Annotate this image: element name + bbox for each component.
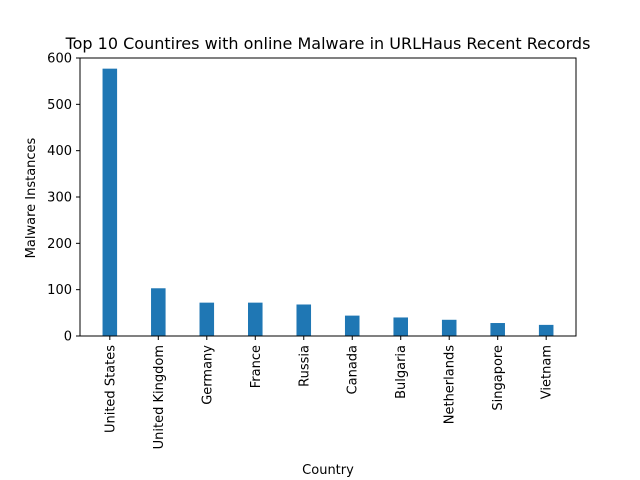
- x-axis-label: Country: [302, 463, 354, 478]
- bar-germany: [199, 302, 215, 336]
- bar-singapore: [490, 323, 505, 336]
- x-tick-label: United Kingdom: [152, 345, 167, 449]
- y-tick-label: 0: [64, 330, 72, 345]
- x-tick-label: Singapore: [491, 345, 506, 411]
- bar-bulgaria: [393, 317, 408, 336]
- x-tick-label: Germany: [200, 345, 215, 405]
- x-axis: United States United Kingdom Germany France…: [103, 336, 555, 449]
- y-tick-label: 100: [47, 283, 72, 298]
- bar-netherlands: [441, 319, 457, 336]
- bars-group: [102, 68, 554, 336]
- bar-vietnam: [538, 324, 554, 336]
- bar-russia: [296, 304, 312, 336]
- x-tick-label: Netherlands: [443, 345, 458, 424]
- x-tick-label: Bulgaria: [394, 345, 409, 399]
- x-tick-label: Vietnam: [540, 345, 555, 399]
- chart-title: Top 10 Countires with online Malware in …: [65, 34, 591, 53]
- x-tick-label: France: [249, 345, 264, 388]
- bar-france: [248, 302, 263, 336]
- y-tick-label: 600: [47, 52, 72, 67]
- y-axis: 0 100 200 300 400 500 600: [47, 52, 80, 345]
- bar-canada: [344, 315, 360, 336]
- y-tick-label: 400: [47, 144, 72, 159]
- x-tick-label: Canada: [346, 345, 361, 394]
- y-axis-label: Malware Instances: [24, 137, 39, 258]
- y-tick-label: 300: [47, 191, 72, 206]
- y-tick-label: 200: [47, 237, 72, 252]
- y-tick-label: 500: [47, 98, 72, 113]
- bar-united-kingdom: [151, 288, 166, 336]
- x-tick-label: Russia: [297, 345, 312, 387]
- bar-united-states: [102, 68, 118, 336]
- x-tick-label: United States: [103, 345, 118, 433]
